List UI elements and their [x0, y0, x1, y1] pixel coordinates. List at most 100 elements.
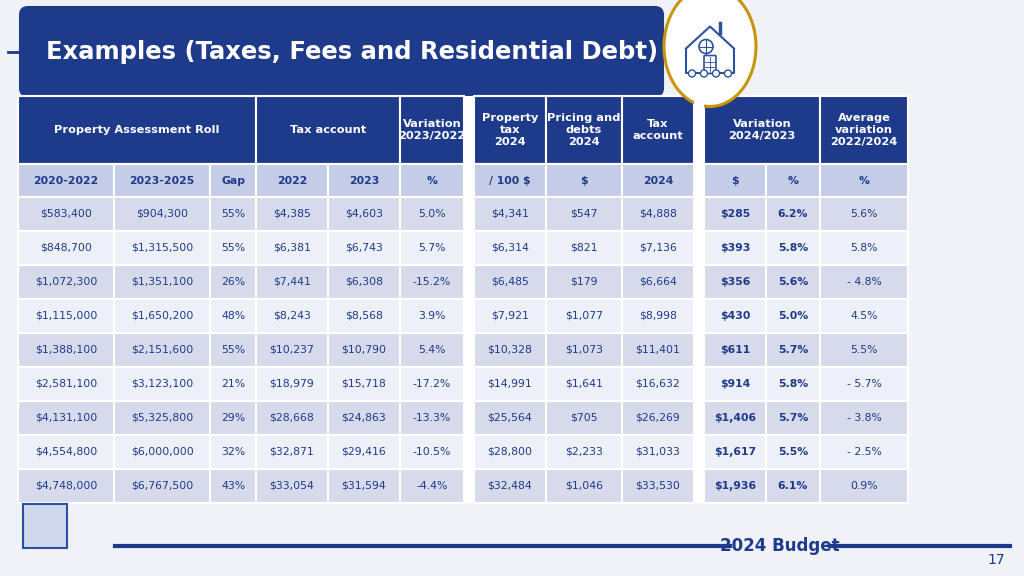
Text: $14,991: $14,991	[487, 379, 532, 389]
Bar	[766, 231, 820, 265]
Bar	[820, 231, 908, 265]
Text: 0.9%: 0.9%	[850, 481, 878, 491]
Text: $848,700: $848,700	[40, 243, 92, 253]
Text: $1,077: $1,077	[565, 311, 603, 321]
Bar	[766, 265, 820, 299]
Bar	[622, 367, 694, 401]
Text: $7,921: $7,921	[492, 311, 529, 321]
Bar	[766, 164, 820, 197]
Text: 2024 Budget: 2024 Budget	[720, 537, 840, 555]
Bar	[400, 401, 464, 435]
Bar	[546, 197, 622, 231]
Text: 43%: 43%	[221, 481, 245, 491]
Text: $10,328: $10,328	[487, 345, 532, 355]
Text: $4,131,100: $4,131,100	[35, 413, 97, 423]
Text: 5.6%: 5.6%	[778, 277, 808, 287]
Text: $1,388,100: $1,388,100	[35, 345, 97, 355]
Bar	[474, 435, 546, 469]
Bar	[474, 197, 546, 231]
Bar	[400, 367, 464, 401]
Text: $11,401: $11,401	[636, 345, 680, 355]
Bar	[210, 299, 256, 333]
Text: Pricing and
debts
2024: Pricing and debts 2024	[547, 112, 621, 147]
Text: -15.2%: -15.2%	[413, 277, 452, 287]
Bar	[820, 197, 908, 231]
Bar	[705, 231, 766, 265]
Text: $1,641: $1,641	[565, 379, 603, 389]
Text: 21%: 21%	[221, 379, 245, 389]
Text: $705: $705	[570, 413, 598, 423]
Bar	[114, 401, 210, 435]
Bar	[256, 299, 328, 333]
Text: $33,530: $33,530	[636, 481, 680, 491]
Bar	[622, 401, 694, 435]
Bar	[622, 333, 694, 367]
Bar	[400, 265, 464, 299]
Text: $1,046: $1,046	[565, 481, 603, 491]
Bar	[622, 435, 694, 469]
Text: 5.8%: 5.8%	[850, 243, 878, 253]
Bar	[210, 231, 256, 265]
Bar	[256, 469, 328, 503]
Text: $31,033: $31,033	[636, 447, 680, 457]
Text: $29,416: $29,416	[342, 447, 386, 457]
Text: $8,998: $8,998	[639, 311, 677, 321]
Bar	[400, 197, 464, 231]
Bar	[18, 96, 256, 164]
Bar	[474, 299, 546, 333]
Text: $: $	[731, 176, 738, 185]
Bar	[820, 299, 908, 333]
Text: $8,568: $8,568	[345, 311, 383, 321]
Bar	[474, 231, 546, 265]
Bar	[820, 469, 908, 503]
Bar	[114, 299, 210, 333]
Text: $6,743: $6,743	[345, 243, 383, 253]
Text: Tax account: Tax account	[290, 125, 367, 135]
Bar	[694, 96, 705, 503]
Bar	[328, 333, 400, 367]
Bar	[114, 164, 210, 197]
Text: $2,581,100: $2,581,100	[35, 379, 97, 389]
Bar	[328, 367, 400, 401]
Text: %: %	[858, 176, 869, 185]
Bar	[705, 197, 766, 231]
Bar	[328, 401, 400, 435]
Bar	[546, 435, 622, 469]
Text: $4,748,000: $4,748,000	[35, 481, 97, 491]
Text: 2023-2025: 2023-2025	[129, 176, 195, 185]
Bar	[256, 164, 328, 197]
Bar	[18, 231, 114, 265]
Text: Property Assessment Roll: Property Assessment Roll	[54, 125, 220, 135]
Text: 55%: 55%	[221, 345, 245, 355]
Text: $1,650,200: $1,650,200	[131, 311, 194, 321]
Bar	[18, 299, 114, 333]
Bar	[210, 197, 256, 231]
Bar	[23, 504, 67, 548]
Bar	[546, 96, 622, 164]
Bar	[546, 265, 622, 299]
Text: $5,325,800: $5,325,800	[131, 413, 194, 423]
Text: 6.1%: 6.1%	[778, 481, 808, 491]
Text: $8,243: $8,243	[273, 311, 311, 321]
Bar	[210, 435, 256, 469]
Text: -13.3%: -13.3%	[413, 413, 452, 423]
Text: $6,308: $6,308	[345, 277, 383, 287]
Bar	[18, 469, 114, 503]
FancyBboxPatch shape	[20, 7, 663, 96]
Bar	[766, 367, 820, 401]
Text: $4,554,800: $4,554,800	[35, 447, 97, 457]
Text: -17.2%: -17.2%	[413, 379, 452, 389]
Text: $4,341: $4,341	[492, 209, 529, 219]
Bar	[622, 299, 694, 333]
Bar	[114, 367, 210, 401]
Text: - 2.5%: - 2.5%	[847, 447, 882, 457]
Bar	[705, 401, 766, 435]
Bar	[328, 231, 400, 265]
Bar	[400, 333, 464, 367]
Bar	[18, 435, 114, 469]
Bar	[400, 435, 464, 469]
Text: $7,136: $7,136	[639, 243, 677, 253]
Text: 4.5%: 4.5%	[850, 311, 878, 321]
Text: $611: $611	[720, 345, 751, 355]
Bar	[622, 96, 694, 164]
